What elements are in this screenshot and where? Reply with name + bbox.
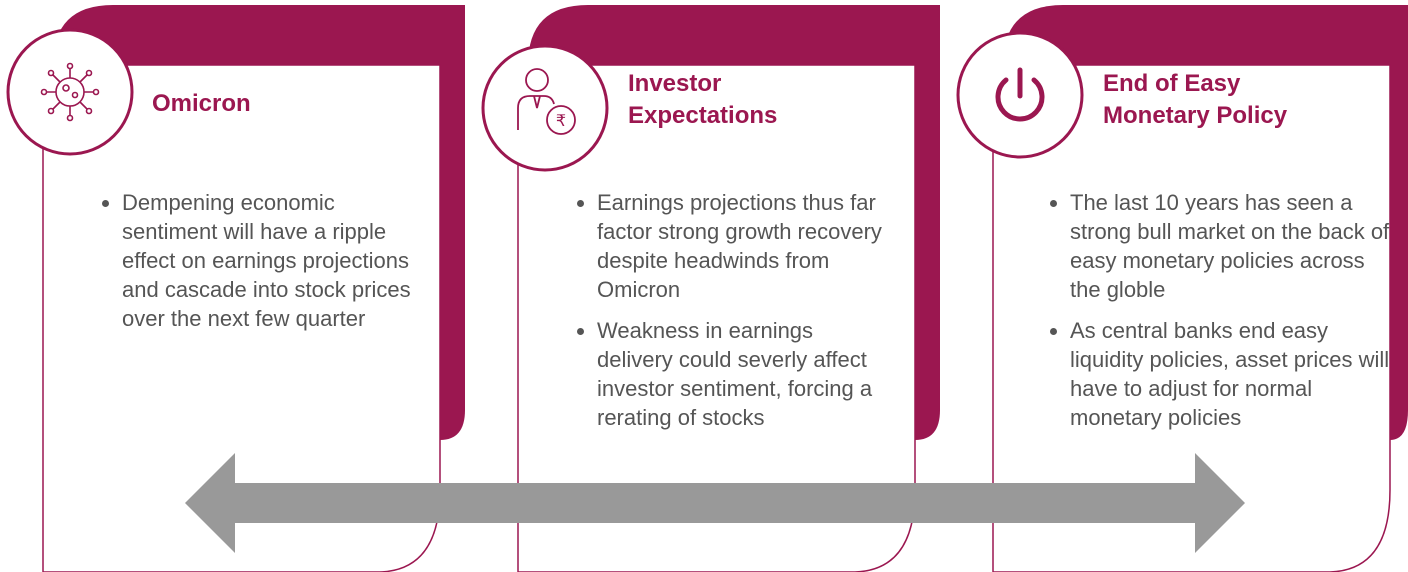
card-title: End of Easy Monetary Policy — [1103, 70, 1288, 129]
bullet: Earnings projections thus far factor str… — [597, 188, 887, 304]
bullet: As central banks end easy liquidity poli… — [1070, 316, 1390, 432]
bullet: The last 10 years has seen a strong bull… — [1070, 188, 1390, 304]
investor-icon: ₹ — [517, 68, 576, 135]
svg-text:₹: ₹ — [556, 113, 566, 130]
bullet-list: Dempening economic sentiment will have a… — [90, 188, 412, 345]
card-shapes — [42, 5, 1408, 572]
power-icon — [995, 67, 1045, 122]
icons: ₹ — [6, 28, 1084, 172]
card-title: Omicron — [152, 90, 251, 117]
bullet-list: The last 10 years has seen a strong bull… — [1038, 188, 1390, 444]
virus-icon — [40, 62, 100, 122]
icon-circle — [6, 28, 134, 156]
bullet: Weakness in earnings delivery could seve… — [597, 316, 887, 432]
bullet-list: Earnings projections thus far factor str… — [565, 188, 887, 444]
double-arrow — [185, 453, 1245, 553]
icon-circle — [481, 44, 609, 172]
card-title: Investor Expectations — [628, 70, 778, 129]
bullet: Dempening economic sentiment will have a… — [122, 188, 412, 333]
